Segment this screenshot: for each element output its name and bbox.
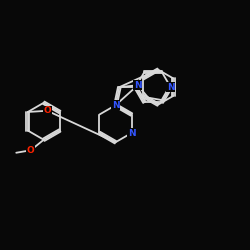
Text: N: N bbox=[167, 83, 174, 92]
Text: O: O bbox=[27, 146, 34, 155]
Text: N: N bbox=[128, 128, 135, 138]
Text: O: O bbox=[43, 106, 51, 115]
Text: N: N bbox=[134, 81, 141, 90]
Text: N: N bbox=[112, 101, 119, 110]
